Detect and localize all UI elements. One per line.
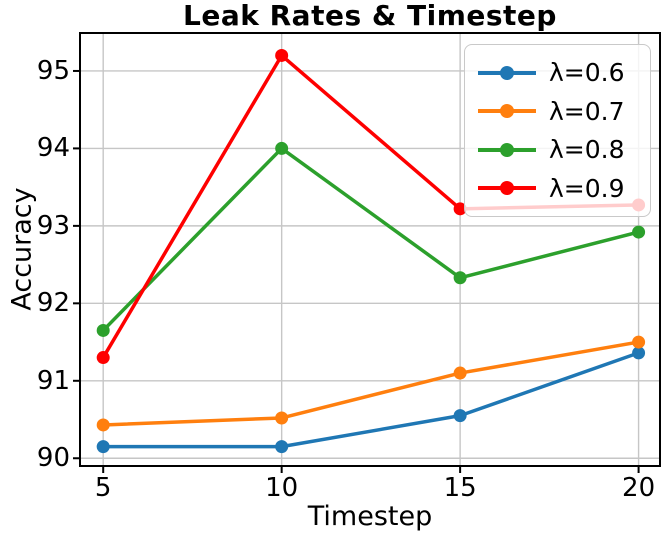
data-point-marker [96, 440, 110, 454]
data-point-marker [632, 335, 646, 349]
legend-marker-dot [500, 65, 514, 80]
y-tick-label: 90 [36, 443, 70, 474]
data-point-marker [453, 366, 467, 380]
y-tick-label: 91 [36, 365, 70, 396]
series-line [103, 340, 639, 427]
data-point-marker [96, 323, 110, 337]
legend-marker-dot [500, 142, 514, 157]
legend-label: λ=0.7 [549, 96, 625, 126]
y-tick-label: 94 [36, 133, 70, 164]
legend-line-sample [478, 104, 536, 119]
legend-marker-dot [500, 181, 514, 196]
legend-label: λ=0.8 [549, 135, 625, 165]
data-point-marker [96, 351, 110, 365]
y-tick-label: 92 [36, 288, 70, 319]
data-point-marker [275, 411, 289, 425]
legend-line-sample [478, 181, 536, 196]
legend-label: λ=0.6 [549, 58, 625, 88]
data-point-marker [632, 346, 646, 360]
y-tick-label: 95 [36, 55, 70, 86]
data-point-marker [453, 271, 467, 285]
legend-entry: λ=0.8 [478, 137, 650, 162]
legend: λ=0.6 λ=0.7 λ=0.8 λ=0.9 [464, 44, 651, 217]
data-point-marker [96, 418, 110, 432]
legend-entry: λ=0.7 [478, 99, 650, 124]
legend-line-sample [478, 65, 536, 80]
x-axis-label: Timestep [307, 501, 433, 532]
axes-spines [79, 32, 661, 467]
data-point-marker [632, 225, 646, 239]
legend-entry: λ=0.6 [478, 60, 650, 85]
data-point-marker [453, 409, 467, 423]
x-tick-label: 20 [622, 473, 656, 503]
data-point-marker [453, 202, 467, 216]
data-point-marker [275, 141, 289, 155]
legend-line-sample [478, 142, 536, 157]
x-tick-label: 10 [265, 473, 299, 503]
x-tick-label: 5 [94, 473, 112, 503]
series-line [103, 351, 640, 449]
data-point-marker [275, 48, 289, 62]
legend-label: λ=0.9 [549, 173, 625, 203]
series-line [101, 146, 640, 332]
legend-entry: λ=0.9 [478, 176, 650, 201]
y-tick-label: 93 [36, 210, 70, 241]
x-tick-label: 15 [443, 473, 477, 503]
chart-title: Leak Rates & Timestep [183, 0, 557, 32]
legend-marker-dot [500, 104, 514, 119]
data-point-marker [275, 440, 289, 454]
